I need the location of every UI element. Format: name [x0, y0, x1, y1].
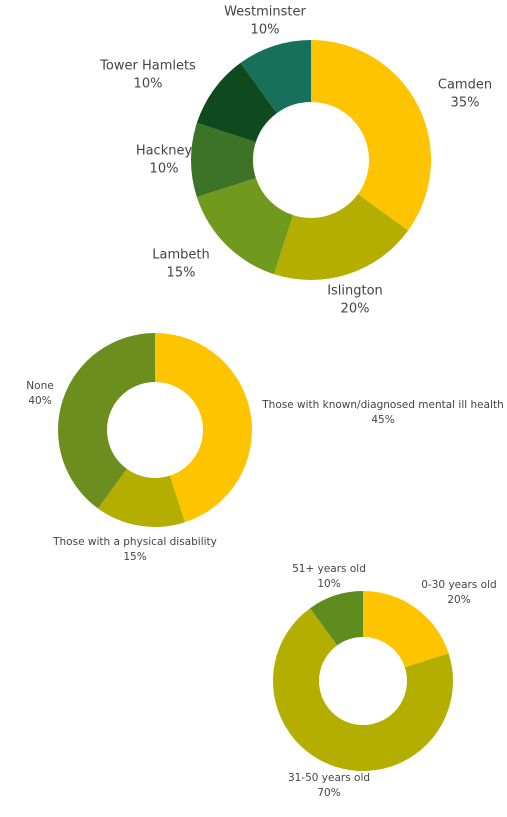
slice-value-label: 35%: [451, 96, 480, 111]
slice-label: Lambeth: [152, 248, 209, 263]
slice-value-label: 15%: [123, 551, 146, 563]
slice-label: Camden: [438, 78, 492, 93]
donut-slice: [273, 194, 409, 280]
donut-slice: [196, 177, 294, 275]
donut-slice: [311, 40, 431, 231]
slice-label: None: [26, 380, 53, 392]
donut-slice: [310, 591, 363, 646]
slice-value-label: 15%: [167, 266, 196, 281]
slice-label: Islington: [327, 284, 383, 299]
slice-label: Those with a physical disability: [52, 536, 217, 548]
donut-slice: [240, 40, 311, 114]
slice-value-label: 70%: [317, 787, 340, 799]
slice-value-label: 45%: [371, 414, 394, 426]
donut-slice: [191, 122, 256, 198]
donut-slice: [273, 608, 453, 771]
slice-value-label: 10%: [317, 578, 340, 590]
slice-label: 0-30 years old: [421, 579, 496, 591]
donut-slice: [58, 333, 155, 509]
slice-label: Westminster: [224, 5, 306, 20]
donut-slice: [196, 62, 277, 143]
donut-slice: [155, 333, 252, 523]
slice-value-label: 20%: [447, 594, 470, 606]
slice-label: Hackney: [136, 144, 193, 159]
slice-value-label: 40%: [28, 395, 51, 407]
slice-value-label: 20%: [341, 302, 370, 317]
donut-slice: [97, 468, 185, 527]
slice-value-label: 10%: [150, 162, 179, 177]
donut-slice: [363, 591, 449, 668]
slice-label: 51+ years old: [292, 563, 366, 575]
slice-value-label: 10%: [251, 23, 280, 38]
slice-label: Those with known/diagnosed mental ill he…: [261, 399, 504, 411]
slice-label: Tower Hamlets: [99, 59, 196, 74]
slice-label: 31-50 years old: [288, 772, 370, 784]
slice-value-label: 10%: [134, 77, 163, 92]
